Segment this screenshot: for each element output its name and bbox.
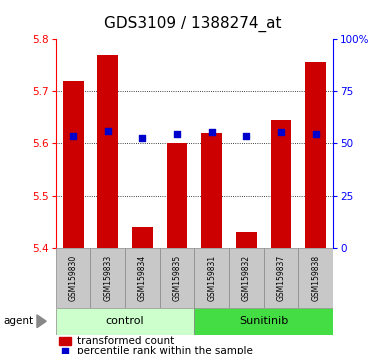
- Point: [243, 133, 249, 139]
- Text: GSM159831: GSM159831: [207, 255, 216, 301]
- Bar: [298, 248, 333, 308]
- Point: [313, 132, 319, 137]
- Bar: [305, 62, 326, 248]
- Text: GSM159833: GSM159833: [103, 255, 112, 301]
- Bar: [201, 133, 222, 248]
- Point: [105, 129, 111, 134]
- Bar: [63, 81, 84, 248]
- Text: GSM159830: GSM159830: [69, 255, 78, 301]
- Point: [62, 348, 68, 354]
- Point: [174, 131, 180, 137]
- Bar: [125, 248, 160, 308]
- Point: [278, 130, 284, 135]
- Text: GSM159837: GSM159837: [276, 255, 286, 301]
- Bar: [90, 248, 125, 308]
- Text: percentile rank within the sample: percentile rank within the sample: [77, 346, 253, 354]
- Text: control: control: [106, 316, 144, 326]
- Bar: [264, 248, 298, 308]
- Bar: [194, 248, 229, 308]
- Bar: [132, 227, 153, 248]
- Bar: [56, 308, 194, 335]
- Bar: [194, 308, 333, 335]
- Text: agent: agent: [4, 316, 34, 326]
- Bar: [59, 337, 71, 345]
- Bar: [97, 55, 118, 248]
- Text: GSM159834: GSM159834: [138, 255, 147, 301]
- Point: [139, 135, 146, 141]
- Text: Sunitinib: Sunitinib: [239, 316, 288, 326]
- Bar: [56, 248, 90, 308]
- Bar: [229, 248, 264, 308]
- Bar: [167, 143, 187, 248]
- Bar: [271, 120, 291, 248]
- Text: GSM159835: GSM159835: [172, 255, 182, 301]
- Point: [70, 133, 76, 138]
- Bar: [236, 232, 257, 248]
- Text: GSM159838: GSM159838: [311, 255, 320, 301]
- Polygon shape: [37, 315, 46, 328]
- Bar: [160, 248, 194, 308]
- Text: GSM159832: GSM159832: [242, 255, 251, 301]
- Text: transformed count: transformed count: [77, 336, 174, 346]
- Text: GDS3109 / 1388274_at: GDS3109 / 1388274_at: [104, 16, 281, 32]
- Point: [209, 129, 215, 135]
